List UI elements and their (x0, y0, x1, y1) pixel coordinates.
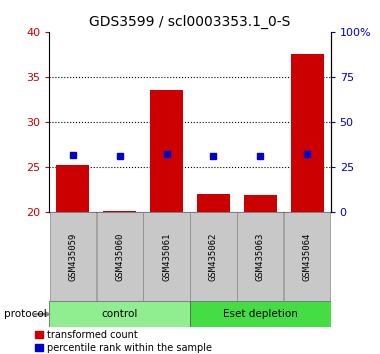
Bar (143, 212, 190, 301)
Bar (97, 212, 143, 301)
Bar (50, 212, 96, 301)
Bar (57, 165, 89, 212)
Text: GSM435062: GSM435062 (209, 233, 218, 281)
Text: GSM435064: GSM435064 (302, 233, 312, 281)
Bar (190, 212, 237, 301)
Text: GSM435059: GSM435059 (68, 233, 78, 281)
Text: GSM435060: GSM435060 (115, 233, 124, 281)
Bar (103, 211, 136, 212)
Text: control: control (101, 309, 138, 319)
Bar (49, 301, 190, 327)
Bar (284, 212, 330, 301)
Bar (190, 301, 331, 327)
Legend: transformed count, percentile rank within the sample: transformed count, percentile rank withi… (35, 330, 212, 353)
Bar (197, 194, 230, 212)
Text: GSM435061: GSM435061 (162, 233, 171, 281)
Title: GDS3599 / scl0003353.1_0-S: GDS3599 / scl0003353.1_0-S (89, 15, 291, 29)
Bar (244, 195, 277, 212)
Text: GSM435063: GSM435063 (256, 233, 265, 281)
Bar (237, 212, 283, 301)
Text: protocol: protocol (4, 309, 46, 319)
Bar (291, 55, 324, 212)
Text: Eset depletion: Eset depletion (223, 309, 298, 319)
Bar (150, 90, 183, 212)
